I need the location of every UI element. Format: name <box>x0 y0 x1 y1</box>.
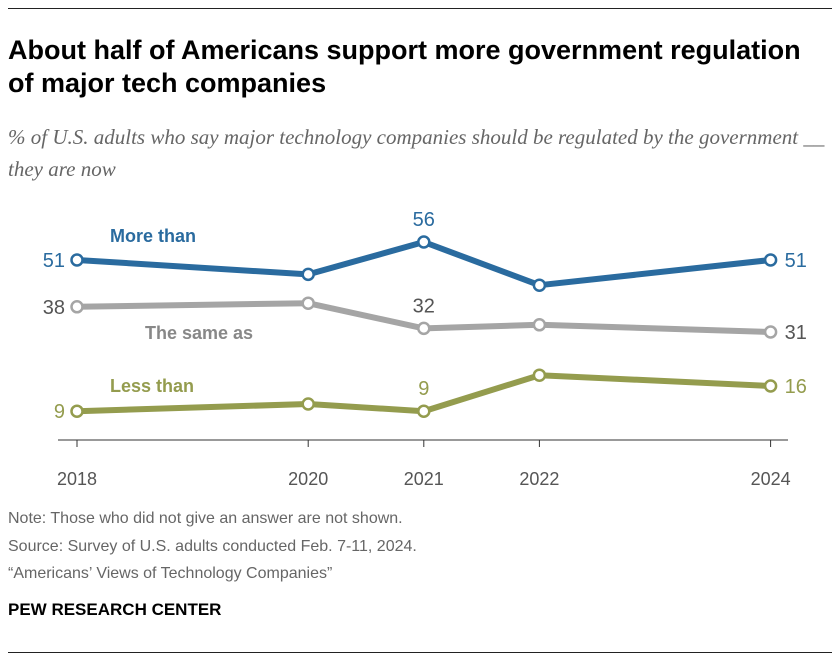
x-tick-label: 2022 <box>519 469 559 489</box>
x-tick-label: 2018 <box>57 469 97 489</box>
x-tick-label: 2020 <box>288 469 328 489</box>
data-label: 32 <box>413 295 435 317</box>
data-point <box>417 404 431 418</box>
data-point <box>70 300 84 314</box>
data-point <box>417 321 431 336</box>
data-point <box>70 253 84 267</box>
source: Source: Survey of U.S. adults conducted … <box>8 538 417 555</box>
data-label: 31 <box>785 322 807 344</box>
chart-title: About half of Americans support more gov… <box>8 35 801 98</box>
data-point <box>763 379 778 393</box>
data-label: 9 <box>418 378 429 400</box>
data-point <box>532 318 547 332</box>
report-title: “Americans’ Views of Technology Companie… <box>8 565 333 582</box>
series-label: The same as <box>145 323 253 343</box>
data-label: 16 <box>785 376 807 398</box>
data-point <box>417 235 431 249</box>
x-tick-label: 2021 <box>404 469 444 489</box>
data-label: 38 <box>43 297 65 319</box>
data-point <box>301 397 315 411</box>
data-label: 51 <box>785 250 807 272</box>
x-tick-label: 2024 <box>751 469 791 489</box>
data-label: 9 <box>54 401 65 423</box>
chart-subtitle: % of U.S. adults who say major technolog… <box>8 125 825 181</box>
data-point <box>301 267 315 282</box>
data-point <box>763 253 778 267</box>
note: Note: Those who did not give an answer a… <box>8 510 403 527</box>
series-label: More than <box>110 226 196 246</box>
data-point <box>70 404 84 418</box>
data-point <box>532 278 547 292</box>
data-label: 56 <box>413 209 435 231</box>
data-point <box>532 368 547 382</box>
series-label: Less than <box>110 376 194 396</box>
top-rule <box>8 8 832 9</box>
brand-logo-text: PEW RESEARCH CENTER <box>8 600 222 619</box>
bottom-rule <box>8 652 832 653</box>
data-label: 51 <box>43 250 65 272</box>
data-point <box>763 325 778 339</box>
data-point <box>301 296 315 310</box>
